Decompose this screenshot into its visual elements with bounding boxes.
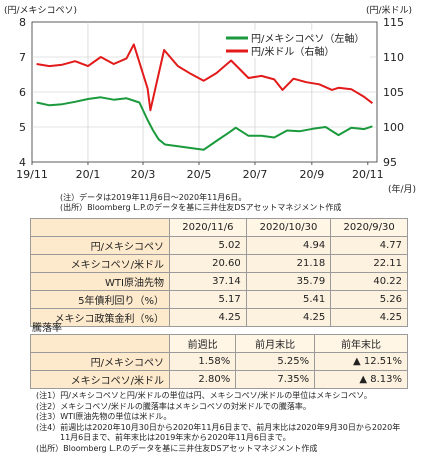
cell-value: 40.22 [330, 272, 408, 291]
cell-value: 4.94 [245, 236, 332, 255]
x-tick-label: 20/11 [352, 168, 384, 181]
table-corner [30, 334, 170, 353]
row-label: メキシコペソ/米ドル [30, 254, 170, 273]
cell-value: 5.17 [169, 290, 247, 309]
footnote: (注3）WTI原油先物の単位は米ドル。 [36, 412, 172, 421]
left-axis-unit: (円/メキシコペソ) [4, 5, 77, 16]
legend: 円/メキシコペソ（左軸） 円/米ドル（右軸） [222, 30, 370, 58]
series-line-usd [36, 43, 374, 112]
row-label: メキシコペソ/米ドル [30, 370, 170, 389]
series-layer [36, 43, 374, 151]
right-tick-label: 115 [383, 16, 404, 29]
table-row: 5年債利回り（%） 5.17 5.41 5.26 [30, 290, 408, 309]
cell-value: 4.25 [169, 308, 247, 327]
cell-value: 35.79 [245, 272, 332, 291]
left-tick-label: 5 [19, 121, 26, 134]
cell-value: ▲ 8.13% [314, 370, 408, 389]
right-tick-label: 110 [383, 51, 404, 64]
tick-labels: 8 7 6 5 4 115 110 105 100 95 19/11 20/1 20/3 20/5 20/7… [16, 16, 404, 181]
table-header-row: 2020/11/6 2020/10/30 2020/9/30 [30, 218, 408, 237]
table-row: メキシコペソ/米ドル 20.60 21.18 22.11 [30, 254, 408, 273]
chart-note: (注）データは2019年11月6日～2020年11月6日。 [60, 193, 247, 202]
fx-line-chart: 8 7 6 5 4 115 110 105 100 95 19/11 20/1 20/3 20/5 20/7… [4, 4, 416, 195]
column-header: 前月末比 [235, 334, 316, 353]
column-header: 2020/9/30 [330, 218, 408, 237]
cell-value: 22.11 [330, 254, 408, 273]
footnote: (注1）円/メキシコペソと円/米ドルの単位は円、メキシコペソ/米ドルの単位はメキ… [36, 391, 372, 400]
left-tick-label: 7 [19, 51, 26, 64]
cell-value: ▲ 12.51% [314, 352, 408, 371]
rate-table-title: 騰落率 [32, 323, 62, 334]
column-header: 2020/10/30 [245, 218, 332, 237]
market-data-table: 2020/11/6 2020/10/30 2020/9/30 円/メキシコペソ … [30, 218, 408, 327]
cell-value: 4.25 [245, 308, 332, 327]
series-line-mxn [36, 96, 373, 151]
cell-value: 2.80% [168, 370, 237, 389]
row-label: WTI原油先物 [30, 272, 170, 291]
x-tick-label: 20/7 [243, 168, 268, 181]
row-label: 円/メキシコペソ [30, 352, 170, 371]
footnote: (注4）前週比は2020年10月30日から2020年11月6日まで、前月末比は2… [36, 422, 401, 432]
table-row: 円/メキシコペソ 1.58% 5.25% ▲ 12.51% [30, 352, 408, 371]
left-tick-label: 6 [19, 86, 26, 99]
right-tick-label: 105 [383, 86, 404, 99]
x-tick-label: 20/5 [187, 168, 212, 181]
table-corner [30, 218, 170, 237]
row-label: メキシコ政策金利（%） [30, 308, 170, 327]
table-row: メキシコペソ/米ドル 2.80% 7.35% ▲ 8.13% [30, 370, 408, 389]
table-row: メキシコ政策金利（%） 4.25 4.25 4.25 [30, 308, 408, 327]
cell-value: 37.14 [169, 272, 247, 291]
x-tick-label: 20/3 [131, 168, 156, 181]
chart-source: (出所）Bloomberg L.P.のデータを基に三井住友DSアセットマネジメン… [60, 203, 342, 212]
legend-label-mxn: 円/メキシコペソ（左軸） [251, 32, 364, 45]
right-tick-label: 100 [383, 121, 404, 134]
footnote: (出所）Bloomberg L.P.のデータを基に三井住友DSアセットマネジメン… [36, 443, 318, 453]
table-header-row: 前週比 前月末比 前年末比 [30, 334, 408, 353]
left-tick-label: 8 [19, 16, 26, 29]
table-row: 円/メキシコペソ 5.02 4.94 4.77 [30, 236, 408, 255]
row-label: 円/メキシコペソ [30, 236, 170, 255]
cell-value: 21.18 [245, 254, 332, 273]
cell-value: 7.35% [235, 370, 316, 389]
column-header: 2020/11/6 [169, 218, 247, 237]
x-axis-unit: (年/月) [388, 183, 416, 195]
left-tick-label: 4 [19, 156, 26, 169]
right-tick-label: 95 [383, 156, 397, 169]
cell-value: 1.58% [168, 352, 237, 371]
cell-value: 5.02 [169, 236, 247, 255]
legend-label-usd: 円/米ドル（右軸） [251, 45, 334, 58]
row-label: 5年債利回り（%） [30, 290, 170, 309]
cell-value: 4.25 [330, 308, 408, 327]
x-tick-label: 20/1 [76, 168, 101, 181]
cell-value: 5.41 [245, 290, 332, 309]
footnotes: (注1）円/メキシコペソと円/米ドルの単位は円、メキシコペソ/米ドルの単位はメキ… [36, 391, 400, 454]
cell-value: 20.60 [169, 254, 247, 273]
column-header: 前年末比 [314, 334, 408, 353]
footnote: (注2）メキシコペソ/米ドルの騰落率はメキシコペソの対米ドルでの騰落率。 [36, 401, 311, 411]
cell-value: 4.77 [330, 236, 408, 255]
x-tick-label: 19/11 [16, 168, 48, 181]
legend-box [222, 30, 370, 58]
rate-of-change-table: 前週比 前月末比 前年末比 円/メキシコペソ 1.58% 5.25% ▲ 12.… [30, 334, 408, 389]
x-tick-label: 20/9 [300, 168, 325, 181]
cell-value: 5.26 [330, 290, 408, 309]
cell-value: 5.25% [235, 352, 316, 371]
footnote: 11月6日まで、前年末比は2019年末から2020年11月6日まで。 [36, 433, 291, 442]
table-row: WTI原油先物 37.14 35.79 40.22 [30, 272, 408, 291]
column-header: 前週比 [168, 334, 237, 353]
right-axis-unit: (円/米ドル) [366, 4, 412, 16]
